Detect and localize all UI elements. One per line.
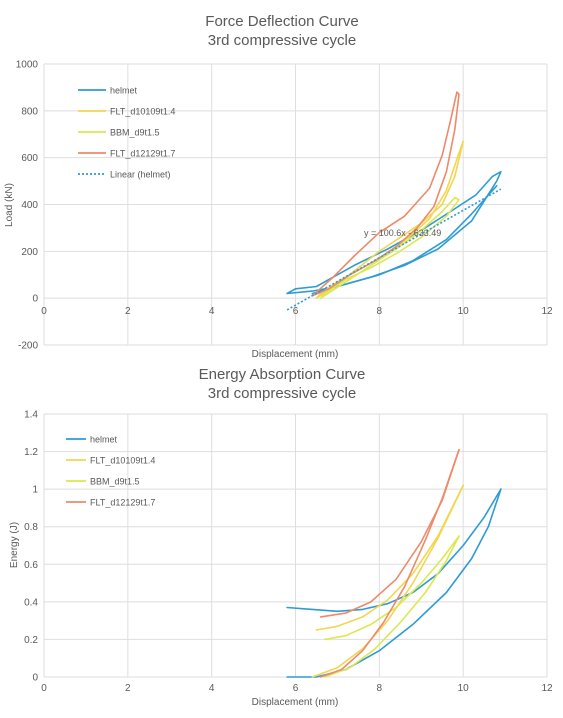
y-tick-label: 600	[21, 153, 38, 164]
gridlines	[43, 63, 548, 346]
chart-subtitle: 3rd compressive cycle	[208, 385, 356, 402]
x-tick-label: 8	[377, 683, 383, 694]
y-tick-label: 200	[21, 247, 38, 258]
legend-label: FLT_d10109t1.4	[110, 107, 175, 117]
y-tick-label: 800	[21, 106, 38, 117]
x-tick-labels: 0 2 4 6 8 10 12	[41, 683, 553, 694]
x-tick-label: 2	[125, 306, 131, 317]
series-line	[319, 448, 460, 618]
legend-label: helmet	[110, 86, 138, 96]
series-lines	[286, 448, 502, 678]
y-tick-label: 0.8	[24, 522, 38, 533]
energy-absorption-chart: Energy Absorption Curve 3rd compressive …	[9, 366, 553, 708]
legend-label: BBM_d9t1.5	[110, 128, 160, 138]
legend: helmet FLT_d10109t1.4 BBM_d9t1.5 FLT_d12129…	[78, 86, 175, 180]
y-tick-label: 400	[21, 200, 38, 211]
y-tick-labels: 0 0.2 0.4 0.6 0.8 1 1.2 1.4	[24, 410, 38, 684]
chart-title: Force Deflection Curve	[205, 13, 358, 30]
series-line	[286, 488, 502, 678]
legend: helmet FLT_d10109t1.4 BBM_d9t1.5 FLT_d12129…	[66, 435, 155, 508]
y-tick-label: 1000	[16, 60, 39, 71]
x-tick-label: 8	[377, 306, 383, 317]
trendline	[286, 188, 502, 311]
legend-label: FLT_d10109t1.4	[90, 456, 155, 466]
x-tick-label: 12	[541, 683, 553, 694]
x-tick-label: 0	[41, 306, 47, 317]
series-line	[323, 535, 460, 678]
series-line	[311, 185, 498, 295]
x-tick-label: 10	[458, 306, 470, 317]
y-tick-label: 0	[32, 294, 38, 305]
x-tick-labels: 0 2 4 6 8 10 12	[41, 306, 553, 317]
x-tick-label: 0	[41, 683, 47, 694]
y-axis-label: Energy (J)	[9, 522, 20, 568]
legend-label: helmet	[90, 435, 118, 445]
y-tick-label: 1.4	[24, 410, 38, 421]
x-tick-label: 12	[541, 306, 553, 317]
x-tick-label: 4	[209, 683, 215, 694]
chart-title: Energy Absorption Curve	[199, 366, 366, 383]
x-axis-label: Displacement (mm)	[252, 349, 339, 360]
x-tick-label: 6	[293, 683, 299, 694]
y-tick-label: 0	[32, 673, 38, 684]
y-tick-label: 0.2	[24, 635, 38, 646]
x-tick-label: 6	[293, 306, 299, 317]
y-axis-label: Load (kN)	[4, 183, 15, 227]
legend-label: Linear (helmet)	[110, 170, 171, 180]
legend-label: FLT_d12129t1.7	[90, 498, 155, 508]
series-line	[315, 484, 465, 631]
y-tick-label: 1.2	[24, 447, 38, 458]
y-tick-label: -200	[18, 341, 38, 352]
legend-label: FLT_d12129t1.7	[110, 149, 175, 159]
x-tick-label: 10	[458, 683, 470, 694]
y-tick-label: 0.6	[24, 560, 38, 571]
x-tick-label: 2	[125, 683, 131, 694]
x-tick-label: 4	[209, 306, 215, 317]
y-tick-labels: -200 0 200 400 600 800 1000	[16, 60, 39, 352]
series-line	[323, 535, 460, 641]
series-line	[286, 488, 502, 613]
chart-subtitle: 3rd compressive cycle	[208, 32, 356, 49]
trendline-equation: y = 100.6x - 633.49	[364, 228, 441, 238]
y-tick-label: 1	[32, 485, 38, 496]
series-line	[319, 196, 460, 300]
legend-label: BBM_d9t1.5	[90, 477, 140, 487]
series-lines	[286, 91, 502, 311]
x-axis-label: Displacement (mm)	[252, 697, 339, 708]
gridlines	[43, 413, 548, 678]
force-deflection-chart: Force Deflection Curve 3rd compressive c…	[4, 13, 553, 360]
series-line	[311, 91, 460, 297]
series-line	[311, 484, 465, 678]
y-tick-label: 0.4	[24, 597, 38, 608]
